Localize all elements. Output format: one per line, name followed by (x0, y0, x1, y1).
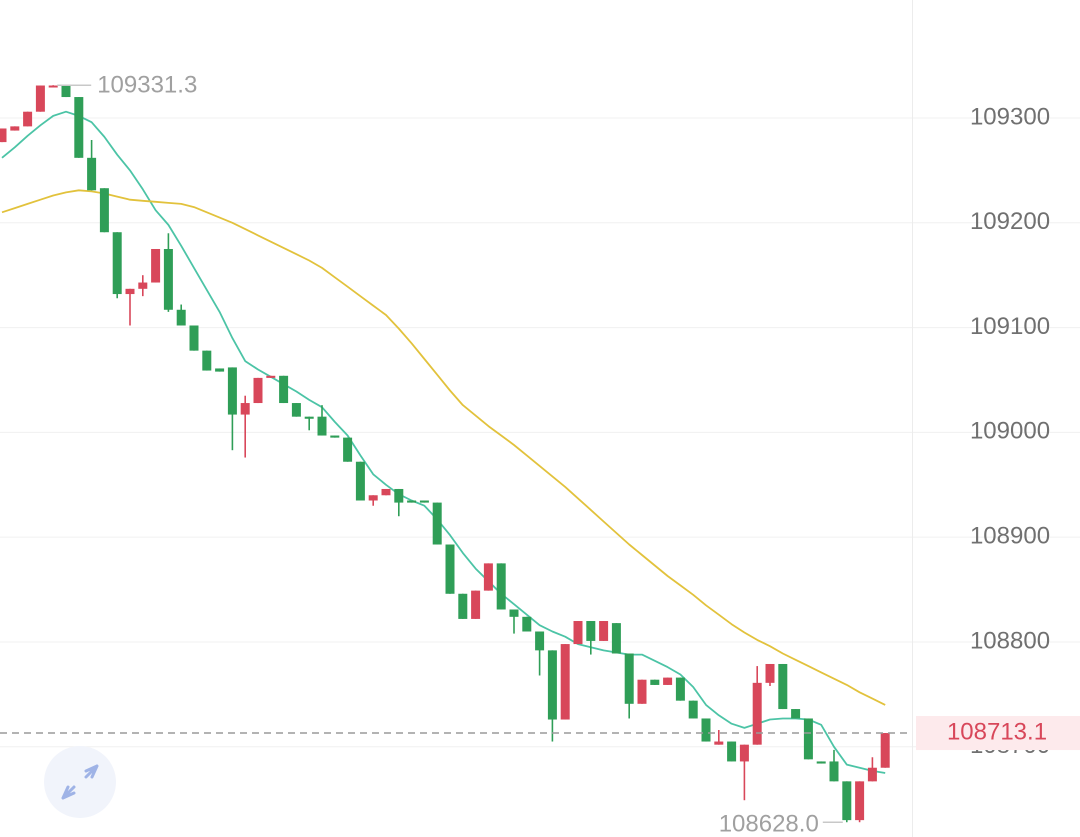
candle-body (419, 500, 429, 503)
candle-body (189, 325, 199, 351)
candle-body (291, 403, 301, 417)
candle-body (829, 761, 839, 782)
candle-body (35, 85, 45, 112)
candle-body (381, 488, 391, 496)
candle-body (240, 403, 250, 415)
y-tick-label: 108800 (970, 627, 1050, 654)
candle-body (125, 288, 135, 295)
candle-body (87, 157, 97, 191)
candle-body (701, 718, 711, 742)
candle-layer (0, 85, 890, 823)
candle-body (317, 416, 327, 436)
candle-body (752, 682, 762, 745)
candle-body (675, 677, 685, 701)
candle-body (573, 621, 583, 645)
y-tick-label: 109000 (970, 418, 1050, 445)
line-layer (1, 110, 886, 774)
expand-button[interactable] (44, 746, 116, 818)
candle-body (330, 435, 340, 438)
candle-body (368, 495, 378, 501)
ma-line (1, 110, 886, 774)
candle-body (163, 248, 173, 310)
candle-body (778, 663, 788, 710)
candle-body (739, 744, 749, 762)
candle-body (522, 616, 532, 632)
candle-body (483, 563, 493, 591)
candle-body (151, 248, 161, 283)
min-label: 108628.0 (719, 810, 819, 837)
candle-body (816, 761, 826, 764)
candle-body (535, 631, 545, 651)
candle-body (445, 544, 455, 594)
candle-body (765, 663, 775, 683)
candle-body (650, 679, 660, 685)
candle-body (611, 623, 621, 654)
candle-body (637, 679, 647, 704)
grid-layer (0, 117, 1080, 748)
y-tick-label: 108900 (970, 523, 1050, 550)
candle-body (407, 500, 417, 503)
candle-body (10, 126, 20, 131)
candle-body (458, 593, 468, 619)
candle-body (586, 621, 596, 641)
candle-body (727, 741, 737, 762)
max-label: 109331.3 (97, 72, 197, 99)
candle-body (867, 767, 877, 782)
candle-body (99, 188, 109, 233)
candle-body (880, 733, 890, 768)
candle-body (496, 563, 506, 610)
candle-body (547, 650, 557, 720)
ma-line (1, 189, 886, 706)
candle-body (279, 375, 289, 404)
candle-body (509, 609, 519, 617)
candle-body (560, 644, 570, 720)
candle-body (471, 590, 481, 619)
candle-body (202, 350, 212, 371)
candle-body (215, 368, 225, 372)
axis-layer: 1087001088001089001090001091001092001093… (916, 103, 1080, 759)
candle-body (343, 437, 353, 462)
last-price-tag (916, 716, 1080, 751)
candle-body (624, 653, 634, 704)
candle-body (791, 709, 801, 719)
candle-body (432, 502, 442, 545)
candle-body (227, 367, 237, 415)
candle-body (688, 700, 698, 719)
candle-body (355, 461, 365, 501)
candle-body (0, 128, 7, 143)
candle-body (23, 111, 33, 127)
y-tick-label: 109100 (970, 313, 1050, 340)
candle-body (74, 97, 84, 158)
annotation-layer: 109331.3 108628.0 (0, 72, 912, 837)
candle-body (138, 282, 148, 289)
candle-body (855, 781, 865, 821)
candle-body (176, 309, 186, 326)
candle-body (599, 621, 609, 641)
candle-body (266, 375, 276, 378)
y-tick-label: 109300 (970, 103, 1050, 130)
candle-body (61, 85, 71, 98)
candle-body (803, 718, 813, 760)
candle-body (714, 741, 724, 745)
last-price-label: 108713.1 (947, 718, 1047, 745)
candle-body (48, 85, 58, 88)
candle-body (663, 677, 673, 685)
y-tick-label: 109200 (970, 208, 1050, 235)
candle-body (304, 416, 314, 419)
candle-body (842, 781, 852, 821)
candle-body (394, 488, 404, 503)
candle-body (112, 232, 122, 295)
candle-body (253, 377, 263, 404)
